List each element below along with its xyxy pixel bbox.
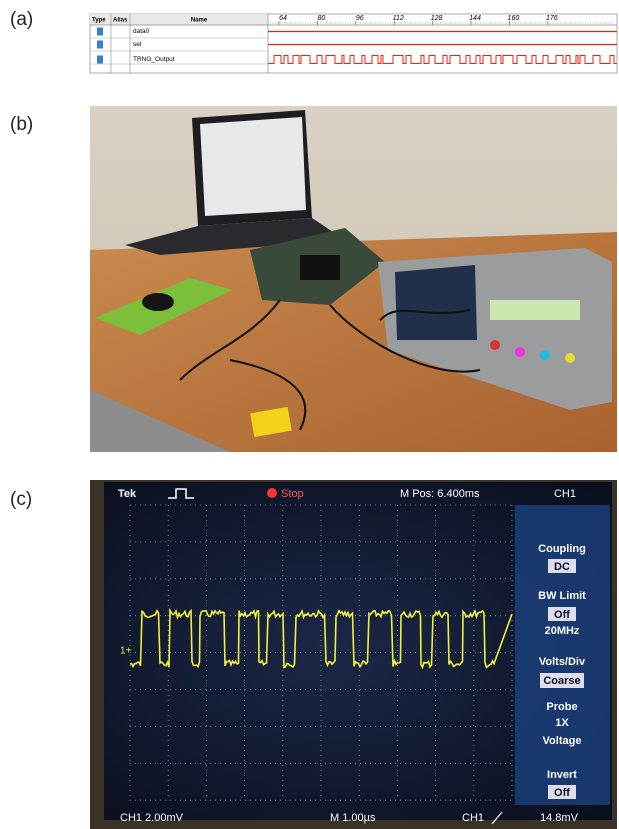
knob xyxy=(515,347,525,357)
footer-text: CH1 xyxy=(462,812,484,824)
menu-title: BW Limit xyxy=(538,590,586,602)
signal-name: data0 xyxy=(133,28,150,35)
timeline-label: 160 xyxy=(508,15,520,22)
menu-note: 20MHz xyxy=(545,625,580,637)
signal-icon xyxy=(97,28,103,36)
knob xyxy=(565,353,575,363)
signal-name: TRNG_Output xyxy=(133,56,175,63)
header-cell: Name xyxy=(191,18,208,24)
figure: (a) Type Alias Name 64 80 96 112 128 144 160 17… xyxy=(0,0,619,829)
signal-icon xyxy=(97,41,103,49)
position: M Pos: 6.400ms xyxy=(400,488,480,500)
channel-marker: 1+ xyxy=(120,646,132,657)
timeline-label: 64 xyxy=(279,15,287,22)
timeline-label: 176 xyxy=(546,15,558,22)
header-cell: Alias xyxy=(113,18,128,24)
laptop-display xyxy=(200,117,306,216)
knob xyxy=(540,350,550,360)
menu-value: Off xyxy=(554,787,570,799)
timeline-label: 128 xyxy=(431,15,443,22)
timeline-label: 96 xyxy=(356,15,364,22)
footer-text: 14.8mV xyxy=(540,812,579,824)
menu-title: Probe xyxy=(546,701,577,713)
run-state: Stop xyxy=(281,488,304,500)
menu-title: Volts/Div xyxy=(539,656,586,668)
brand: Tek xyxy=(118,488,137,500)
panel-label: (b) xyxy=(10,114,33,135)
header-cell: Type xyxy=(92,18,106,24)
stop-indicator xyxy=(267,488,277,498)
panel-label: (a) xyxy=(10,9,33,30)
mouse xyxy=(142,293,174,311)
timeline-label: 112 xyxy=(393,15,404,22)
menu-title: Invert xyxy=(547,769,577,781)
channel: CH1 xyxy=(554,488,576,500)
menu-value: DC xyxy=(554,561,570,573)
lab-photo xyxy=(90,106,617,452)
scope-photo: Tek Stop M Pos: 6.400ms CH1 Coupling DC … xyxy=(90,480,617,829)
menu-value: Off xyxy=(554,609,570,621)
menu-title: Coupling xyxy=(538,543,586,555)
menu-value: Coarse xyxy=(543,675,580,687)
waveform-table: Type Alias Name 64 80 96 112 128 144 160 176 da… xyxy=(90,14,617,73)
signal-name: sel xyxy=(133,41,142,48)
footer-text: M 1.00µs xyxy=(330,812,376,824)
chip xyxy=(300,255,340,280)
timeline-label: 144 xyxy=(469,15,481,22)
menu-note: Voltage xyxy=(543,735,582,747)
footer-text: CH1 2.00mV xyxy=(120,812,184,824)
panel-label: (c) xyxy=(10,489,32,510)
knob xyxy=(490,340,500,350)
signal-icon xyxy=(97,56,103,64)
scope-screen xyxy=(395,265,477,340)
menu-value: 1X xyxy=(555,717,569,729)
buttons xyxy=(490,300,580,320)
timeline-label: 80 xyxy=(318,15,326,22)
